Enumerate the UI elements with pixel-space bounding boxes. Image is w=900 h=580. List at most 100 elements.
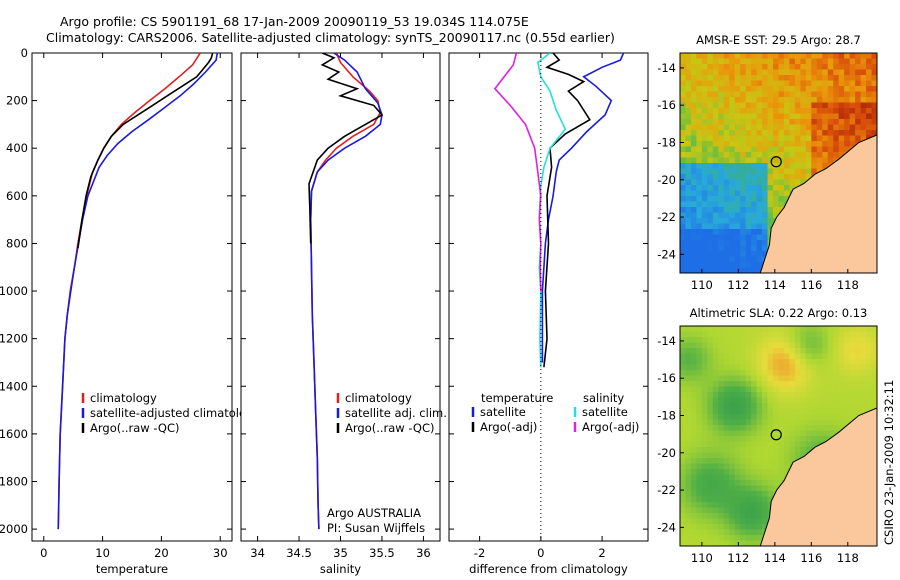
map-cell <box>696 97 703 104</box>
map-cell <box>734 485 741 492</box>
map-cell <box>690 474 698 481</box>
map-cell <box>783 403 791 410</box>
map-cell <box>734 375 741 382</box>
map-cell <box>690 97 698 104</box>
map-cell <box>734 414 741 421</box>
map-cell <box>827 397 834 404</box>
map-cell <box>729 425 736 432</box>
map-cell <box>789 353 796 360</box>
map-cell <box>707 518 714 525</box>
map-cell <box>680 474 687 481</box>
map-cell <box>767 370 774 377</box>
map-cell <box>740 212 747 219</box>
map-cell <box>740 146 747 153</box>
map-cell <box>712 491 719 498</box>
map-cell <box>680 207 687 214</box>
map-cell <box>789 97 796 104</box>
map-cell <box>767 353 774 360</box>
map-cell <box>783 75 791 82</box>
map-cell <box>745 452 752 459</box>
map-cell <box>680 425 687 432</box>
map-cell <box>822 353 829 360</box>
map-cell <box>701 157 708 164</box>
map-cell <box>729 342 736 349</box>
map-cell <box>773 447 780 454</box>
map-cell <box>685 163 692 170</box>
map-cell <box>811 408 818 415</box>
map-cell <box>680 342 687 349</box>
x-tick-label: 110 <box>691 278 713 292</box>
map-cell <box>822 425 829 432</box>
map-cell <box>762 75 769 82</box>
map-cell <box>685 80 692 87</box>
annotation-line: PI: Susan Wijffels <box>327 521 425 535</box>
map-cell <box>740 419 747 426</box>
map-cell <box>751 223 758 230</box>
map-cell <box>680 535 687 542</box>
map-cell <box>745 113 752 120</box>
map-cell <box>723 353 730 360</box>
map-cell <box>685 256 692 263</box>
map-cell <box>871 386 877 393</box>
map-cell <box>680 480 687 487</box>
map-cell <box>805 419 812 426</box>
map-cell <box>734 251 741 258</box>
map-cell <box>860 58 867 65</box>
map-cell <box>789 119 796 126</box>
map-cell <box>816 392 823 399</box>
map-cell <box>871 53 877 60</box>
map-cell <box>751 64 758 71</box>
legend-title: temperature <box>481 391 553 405</box>
map-cell <box>838 392 845 399</box>
map-cell <box>767 190 774 197</box>
map-cell <box>745 518 752 525</box>
map-cell <box>794 441 801 448</box>
map-cell <box>778 392 785 399</box>
map-cell <box>701 223 708 230</box>
map-cell <box>811 163 818 170</box>
map-cell <box>707 102 714 109</box>
map-cell <box>855 326 862 333</box>
map-cell <box>778 141 785 148</box>
map-cell <box>751 207 758 214</box>
map-cell <box>745 441 752 448</box>
map-cell <box>690 353 698 360</box>
map-cell <box>794 86 801 93</box>
map-cell <box>680 91 687 98</box>
map-cell <box>838 102 845 109</box>
map-cell <box>729 436 736 443</box>
map-cell <box>740 207 747 214</box>
map-cell <box>838 130 845 137</box>
map-cell <box>800 353 807 360</box>
map-cell <box>712 370 719 377</box>
map-cell <box>783 414 791 421</box>
map-cell <box>773 201 780 208</box>
map-cell <box>734 218 741 225</box>
map-cell <box>800 441 807 448</box>
map-cell <box>690 58 698 65</box>
map-cell <box>816 425 823 432</box>
map-cell <box>838 119 845 126</box>
map-cell <box>794 124 801 131</box>
map-cell <box>833 419 840 426</box>
map-cell <box>778 80 785 87</box>
map-cell <box>690 229 698 236</box>
map-cell <box>707 414 714 421</box>
map-cell <box>729 375 736 382</box>
map-cell <box>696 212 703 219</box>
map-cell <box>778 408 785 415</box>
map-cell <box>690 69 698 76</box>
map-cell <box>833 130 840 137</box>
map-cell <box>707 91 714 98</box>
map-cell <box>680 201 687 208</box>
map-cell <box>811 157 818 164</box>
map-cell <box>762 185 769 192</box>
map-cell <box>723 190 730 197</box>
map-cell <box>751 190 758 197</box>
map-cell <box>789 168 796 175</box>
map-cell <box>734 381 741 388</box>
map-cell <box>696 190 703 197</box>
map-cell <box>767 86 774 93</box>
map-cell <box>723 69 730 76</box>
map-cell <box>762 234 769 241</box>
